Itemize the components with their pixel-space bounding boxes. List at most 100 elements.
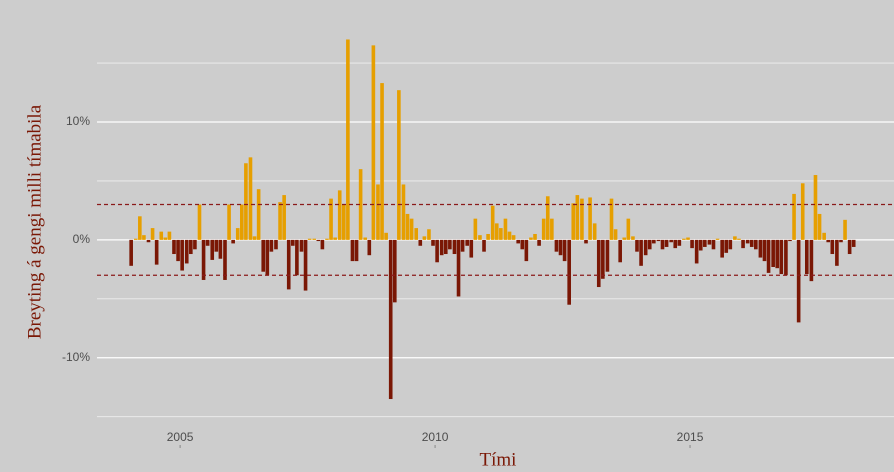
bar [537,239,541,246]
bar [248,157,253,240]
bar [677,239,682,246]
bar [686,237,690,240]
bar [809,239,814,282]
bar [286,239,291,290]
bar [643,239,648,256]
bar [499,228,503,240]
bar [333,237,337,240]
bar [465,239,470,246]
bar [745,239,750,244]
bar [788,239,792,242]
bar [847,239,852,255]
bar [635,239,639,252]
bar [435,239,439,263]
bar [843,219,847,240]
bar [261,239,266,272]
bar [240,204,244,240]
bar [796,239,801,323]
bar [295,239,299,276]
bar [503,218,508,240]
bar [558,239,563,256]
bar [851,239,856,247]
bar [516,239,520,244]
bar [541,218,546,240]
bar [720,239,724,258]
x-tick-label: 2005 [167,430,194,444]
bar [184,239,189,264]
bar [325,238,329,240]
bar [601,239,605,279]
y-tick-label: -10% [62,350,90,364]
bar [835,239,839,266]
bar [609,198,614,240]
bar [299,239,304,252]
bar [312,238,317,240]
bar [341,204,346,240]
bar [129,239,133,266]
bar [282,195,286,240]
bar [749,239,754,247]
bar [452,239,457,255]
bar [605,239,610,272]
bar [456,239,461,297]
bar [482,239,486,252]
y-tick-label: 10% [66,114,90,128]
bar [414,228,419,240]
bar [779,239,784,275]
bar [771,239,775,267]
bar [473,218,478,240]
x-axis-title: Tími [480,449,517,470]
bar [172,239,176,255]
bar [346,39,350,240]
bar [384,232,388,240]
bar [205,239,210,246]
bar [507,231,512,240]
bar [180,239,184,271]
bar [138,216,142,240]
bar [193,239,197,250]
bar [316,239,321,242]
bar [422,236,427,240]
bar [562,239,567,262]
bar [817,213,822,240]
bar [698,239,703,251]
bar [660,239,665,250]
bar [231,239,235,244]
bar [392,239,397,303]
bar [252,236,257,240]
bar [154,239,159,265]
bar [707,239,712,245]
bar [766,239,771,273]
bar [682,238,686,240]
bar [350,239,355,262]
bar [189,239,193,255]
bar [550,218,554,240]
bar [775,239,780,269]
bar [150,228,155,240]
bar [758,239,763,258]
bar [431,239,435,246]
bar [724,239,729,253]
bar [804,239,809,275]
bar [274,239,278,250]
y-tick-label: 0% [73,232,91,246]
bar [367,239,372,256]
bar [265,239,270,276]
bar [592,223,597,240]
bar [337,190,342,240]
bar [754,239,758,250]
bar [409,218,414,240]
bar [694,239,699,264]
bar [380,83,384,240]
bar [303,239,308,291]
bar [626,218,631,240]
bar [201,239,206,280]
bar [159,231,164,240]
bar [737,238,741,240]
bar [256,189,261,240]
bar [830,239,835,255]
bar [639,239,643,266]
bar [439,239,444,256]
